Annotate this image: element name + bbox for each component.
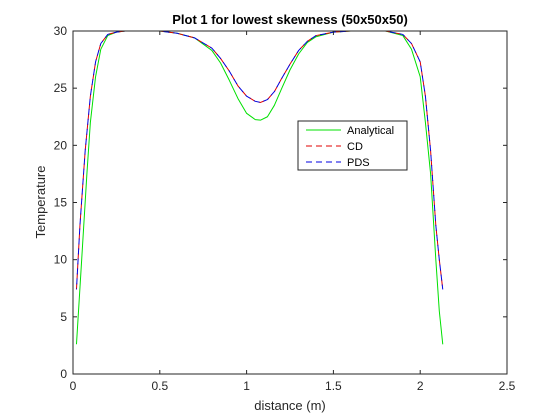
x-tick-label: 2 (417, 379, 424, 393)
y-tick-label: 10 (54, 253, 68, 267)
legend-label-pds: PDS (347, 157, 370, 169)
ticks-layer: 0 0.5 1 1.5 2 2.5 0 5 10 15 20 25 30 (54, 24, 516, 393)
chart-title: Plot 1 for lowest skewness (50x50x50) (172, 12, 408, 27)
x-tick-label: 2.5 (499, 379, 516, 393)
y-tick-label: 0 (60, 367, 67, 381)
y-tick-label: 20 (54, 138, 68, 152)
plot-background (73, 31, 507, 374)
y-axis-label: Temperature (33, 166, 48, 239)
plot-frame (72, 30, 508, 375)
legend-label-cd: CD (347, 141, 363, 153)
series-layer (75, 30, 444, 345)
y-tick-label: 25 (54, 81, 68, 95)
series-line-analytical (75, 30, 444, 345)
series-line-cd (75, 30, 444, 290)
x-tick-label: 0 (70, 379, 77, 393)
series-line-pds (75, 30, 444, 290)
legend-label-analytical: Analytical (347, 125, 394, 137)
y-tick-label: 15 (54, 196, 68, 210)
x-axis-label: distance (m) (254, 398, 326, 413)
legend: Analytical CD PDS (297, 120, 408, 171)
y-tick-label: 30 (54, 24, 68, 38)
x-tick-label: 0.5 (151, 379, 168, 393)
x-tick-label: 1.5 (325, 379, 342, 393)
x-tick-label: 1 (243, 379, 250, 393)
y-tick-label: 5 (60, 310, 67, 324)
